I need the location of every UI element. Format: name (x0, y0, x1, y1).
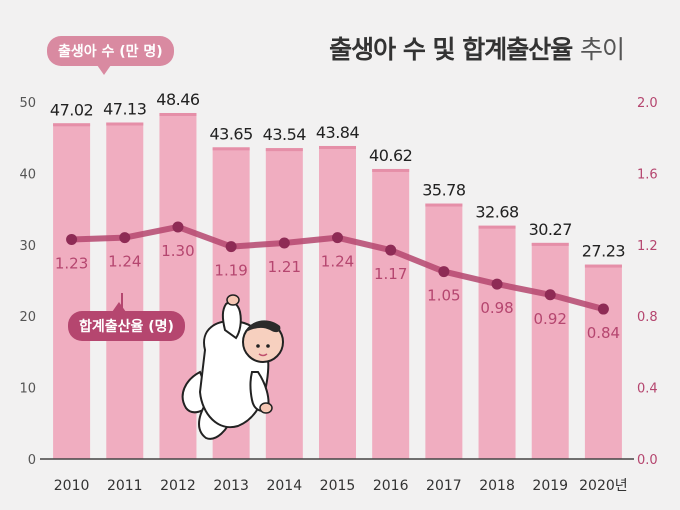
bar-top-edge (425, 203, 463, 207)
tfr-value-label: 1.19 (214, 262, 247, 280)
baby-hand (259, 402, 273, 414)
x-tick-label: 2020년 (579, 478, 628, 494)
x-tick-label: 2014 (266, 478, 302, 494)
bar-top-edge (53, 123, 91, 127)
left-axis-tick-label: 20 (19, 310, 36, 325)
right-axis-tick-label: 0.4 (637, 382, 658, 397)
bar-value-label: 40.62 (369, 146, 412, 165)
bar-births (265, 148, 303, 460)
bar-top-edge (159, 112, 197, 116)
x-tick-label: 2010 (54, 478, 90, 494)
tfr-legend-pill: 합계출산율 (명) (68, 302, 185, 341)
bar-value-label: 27.23 (582, 242, 625, 261)
tfr-value-label: 0.92 (534, 310, 567, 328)
bar-value-label: 43.65 (209, 124, 252, 143)
tfr-marker (544, 289, 556, 301)
x-tick-label: 2013 (213, 478, 249, 494)
bar-births (584, 264, 622, 459)
right-axis-tick-label: 1.2 (637, 239, 658, 254)
right-axis-tick-label: 0.0 (637, 453, 658, 468)
right-axis-tick-label: 1.6 (637, 167, 658, 182)
bar-top-edge (584, 264, 622, 268)
tfr-marker (66, 233, 78, 245)
bar-top-edge (212, 147, 250, 151)
tfr-marker (332, 232, 343, 244)
bar-births (425, 203, 463, 459)
x-tick-label: 2019 (532, 478, 568, 494)
left-axis-tick-label: 50 (19, 96, 36, 111)
axes-layer: 2010 2011 2012 2013 2014 2015 2016 2017 2018 2019… (19, 96, 657, 494)
bar-top-edge (106, 122, 144, 126)
tfr-value-label: 1.23 (55, 254, 88, 272)
x-tick-label: 2016 (373, 478, 409, 494)
baby-illustration (181, 294, 284, 440)
left-axis-tick-label: 0 (28, 453, 36, 468)
tfr-marker (119, 232, 131, 244)
x-tick-label: 2011 (107, 478, 143, 494)
baby-arm (249, 371, 270, 412)
tfr-marker (438, 266, 450, 278)
baby-eye (266, 344, 270, 348)
bar-value-label: 32.68 (475, 203, 519, 222)
baby-hand (226, 294, 240, 306)
tfr-value-label: 0.98 (480, 299, 513, 317)
left-axis-tick-label: 30 (19, 239, 36, 254)
tfr-value-label: 1.05 (427, 287, 460, 305)
tfr-marker (278, 237, 290, 249)
bar-value-label: 48.46 (156, 90, 200, 109)
tfr-value-label: 1.24 (321, 253, 354, 271)
bar-value-label: 47.13 (103, 99, 146, 118)
bar-births (478, 225, 516, 459)
bar-births (531, 242, 569, 459)
x-tick-label: 2015 (320, 478, 356, 494)
bar-top-edge (265, 148, 303, 152)
x-tick-label: 2012 (160, 478, 196, 494)
x-tick-label: 2017 (426, 478, 462, 494)
bar-births (319, 145, 356, 459)
bar-top-edge (478, 225, 516, 229)
tfr-value-label: 1.17 (374, 265, 407, 283)
left-axis-tick-label: 10 (19, 382, 36, 397)
bar-value-label: 43.54 (263, 125, 307, 144)
bar-births (372, 168, 410, 459)
bar-value-label: 35.78 (422, 181, 466, 200)
chart-title-bold: 출생아 수 및 합계출산율 (329, 35, 573, 64)
bar-value-label: 47.02 (50, 100, 93, 119)
tfr-marker (172, 221, 184, 233)
tfr-marker (385, 244, 397, 256)
tfr-marker (225, 241, 237, 253)
baby-hair (246, 320, 281, 333)
bars-layer: 47.02 47.13 48.46 43.65 43.54 43.84 40.62 35.78… (50, 90, 626, 460)
bar-top-edge (319, 145, 356, 149)
bar-births (106, 122, 144, 460)
tfr-marker (597, 303, 609, 315)
tfr-value-label: 1.21 (268, 258, 301, 276)
baby-mouth (258, 353, 268, 357)
bar-value-label: 30.27 (529, 220, 572, 239)
right-axis-tick-label: 0.8 (637, 310, 658, 325)
tfr-marker (491, 278, 503, 290)
chart-title: 출생아 수 및 합계출산율 추이 (329, 30, 625, 66)
chart-title-light: 추이 (579, 35, 625, 64)
x-tick-label: 2018 (479, 478, 515, 494)
bar-births (53, 123, 91, 460)
tfr-value-label: 1.30 (161, 242, 194, 260)
bar-value-label: 43.84 (316, 123, 360, 142)
left-axis-tick-label: 40 (19, 167, 36, 182)
bar-top-edge (372, 168, 410, 172)
tfr-value-label: 0.84 (587, 324, 620, 342)
line-layer: 1.23 1.24 1.30 1.19 1.21 1.24 1.17 1.05 0.98 0.92… (55, 221, 620, 342)
bar-top-edge (531, 242, 569, 246)
baby-eye (256, 344, 260, 348)
births-legend-pill: 출생아 수 (만 명) (47, 36, 174, 75)
right-axis-tick-label: 2.0 (637, 96, 658, 111)
tfr-value-label: 1.24 (108, 253, 141, 271)
